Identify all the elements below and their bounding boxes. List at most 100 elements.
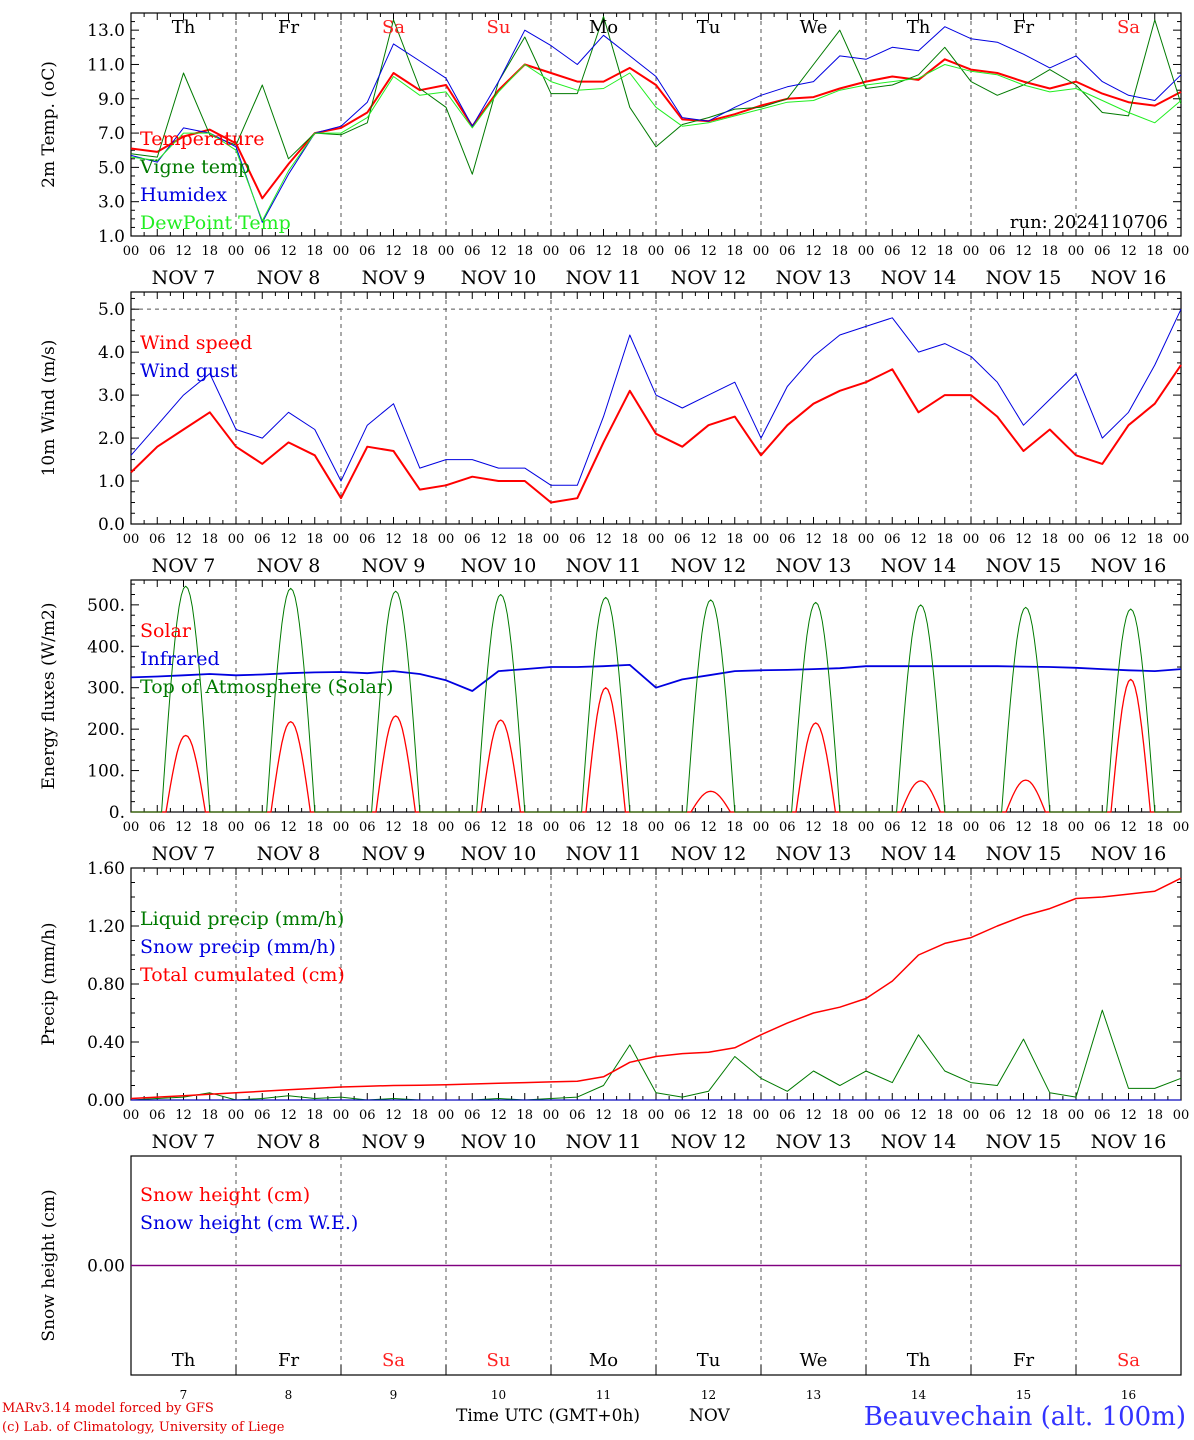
series-line-wind-speed	[130, 364, 1182, 504]
hour-tick-label: 18	[516, 244, 533, 259]
date-label: NOV 10	[461, 1131, 537, 1153]
hour-tick-label: 12	[910, 1108, 927, 1123]
hour-tick-label: 18	[936, 244, 953, 259]
hour-tick-label: 00	[858, 1108, 875, 1123]
day-name: Fr	[278, 17, 299, 38]
hour-tick-label: 06	[884, 820, 901, 835]
hour-tick-label: 06	[989, 820, 1006, 835]
hour-tick-label: 00	[648, 1108, 665, 1123]
hour-tick-label: 06	[779, 820, 796, 835]
legend-entry: DewPoint Temp	[140, 212, 291, 234]
hour-tick-label: 00	[333, 532, 350, 547]
hour-tick-label: 00	[333, 1108, 350, 1123]
date-label: NOV 15	[986, 555, 1062, 577]
y-tick-label: 300.	[87, 679, 125, 699]
hour-tick-label: 06	[464, 532, 481, 547]
legend-entry: Vigne temp	[139, 156, 250, 178]
hour-tick-label: 00	[438, 244, 455, 259]
day-name: Fr	[1013, 17, 1034, 38]
credit-line-1: MARv3.14 model forced by GFS	[2, 1401, 214, 1416]
hour-tick-label: 00	[1173, 244, 1190, 259]
date-label: NOV 13	[776, 555, 852, 577]
hour-tick-label: 18	[201, 1108, 218, 1123]
hour-tick-label: 00	[648, 532, 665, 547]
y-axis-title: Precip (mm/h)	[39, 922, 59, 1045]
hour-tick-label: 06	[254, 532, 271, 547]
hour-tick-label: 18	[726, 532, 743, 547]
legend-entry: Top of Atmosphere (Solar)	[140, 676, 393, 698]
date-label: NOV 15	[986, 843, 1062, 865]
hour-tick-label: 06	[674, 1108, 691, 1123]
series-line-dewpoint-temp	[130, 64, 1182, 222]
y-tick-label: 500.	[87, 596, 125, 616]
hour-tick-label: 18	[201, 532, 218, 547]
y-tick-label: 4.0	[98, 343, 125, 363]
legend-entry: Temperature	[140, 128, 264, 150]
day-name: Sa	[382, 1350, 405, 1371]
y-axis-title: 2m Temp. (oC)	[39, 61, 59, 188]
hour-tick-label: 00	[123, 820, 140, 835]
hour-tick-label: 06	[884, 1108, 901, 1123]
date-label: NOV 13	[776, 267, 852, 289]
date-label: NOV 8	[257, 555, 321, 577]
hour-tick-label: 06	[464, 820, 481, 835]
hour-tick-label: 06	[884, 532, 901, 547]
hour-tick-label: 18	[831, 820, 848, 835]
date-label: NOV 8	[257, 267, 321, 289]
day-name: Th	[172, 17, 196, 38]
hour-tick-label: 00	[858, 244, 875, 259]
hour-tick-label: 18	[726, 820, 743, 835]
date-label: NOV 14	[881, 555, 957, 577]
date-label: NOV 10	[461, 555, 537, 577]
hour-tick-label: 06	[674, 244, 691, 259]
y-tick-label: 13.0	[87, 21, 125, 41]
hour-tick-label: 12	[1015, 820, 1032, 835]
series-line-total-cumulated-cm-	[130, 877, 1182, 1100]
hour-tick-label: 00	[228, 820, 245, 835]
hour-tick-label: 00	[543, 1108, 560, 1123]
panel-4	[130, 867, 1182, 1101]
hour-tick-label: 18	[1041, 532, 1058, 547]
hour-tick-label: 18	[516, 1108, 533, 1123]
hour-tick-label: 00	[543, 244, 560, 259]
hour-tick-label: 00	[333, 244, 350, 259]
hour-tick-label: 18	[1041, 1108, 1058, 1123]
y-tick-label: 0.40	[87, 1033, 125, 1053]
y-tick-label: 0.00	[87, 1257, 125, 1277]
date-label: NOV 7	[152, 555, 216, 577]
series-line-wind-gust	[130, 308, 1182, 486]
hour-tick-label: 06	[149, 244, 166, 259]
legend-entry: Total cumulated (cm)	[140, 964, 345, 986]
date-label: NOV 12	[671, 843, 747, 865]
day-number: 11	[596, 1388, 611, 1400]
hour-tick-label: 06	[464, 1108, 481, 1123]
date-label: NOV 16	[1091, 555, 1167, 577]
hour-tick-label: 00	[543, 532, 560, 547]
day-number: 9	[390, 1388, 398, 1400]
legend-entry: Humidex	[140, 184, 227, 206]
hour-tick-label: 12	[175, 820, 192, 835]
hour-tick-label: 06	[779, 532, 796, 547]
date-label: NOV 16	[1091, 843, 1167, 865]
hour-tick-label: 18	[621, 820, 638, 835]
hour-tick-label: 12	[1120, 1108, 1137, 1123]
hour-tick-label: 18	[726, 244, 743, 259]
hour-tick-label: 18	[411, 820, 428, 835]
hour-tick-label: 06	[989, 244, 1006, 259]
hour-tick-label: 18	[411, 244, 428, 259]
hour-tick-label: 18	[621, 244, 638, 259]
panel-2	[130, 291, 1182, 525]
hour-tick-label: 00	[123, 1108, 140, 1123]
hour-tick-label: 06	[149, 1108, 166, 1123]
date-label: NOV 9	[362, 555, 426, 577]
hour-tick-label: 18	[411, 532, 428, 547]
hour-tick-label: 00	[438, 532, 455, 547]
hour-tick-label: 18	[621, 1108, 638, 1123]
hour-tick-label: 18	[621, 532, 638, 547]
day-number: 16	[1121, 1388, 1136, 1400]
hour-tick-label: 00	[963, 532, 980, 547]
day-number: 13	[806, 1388, 821, 1400]
hour-tick-label: 00	[963, 820, 980, 835]
y-axis-title: Energy fluxes (W/m2)	[39, 603, 59, 790]
series-line-infrared	[130, 664, 1182, 692]
